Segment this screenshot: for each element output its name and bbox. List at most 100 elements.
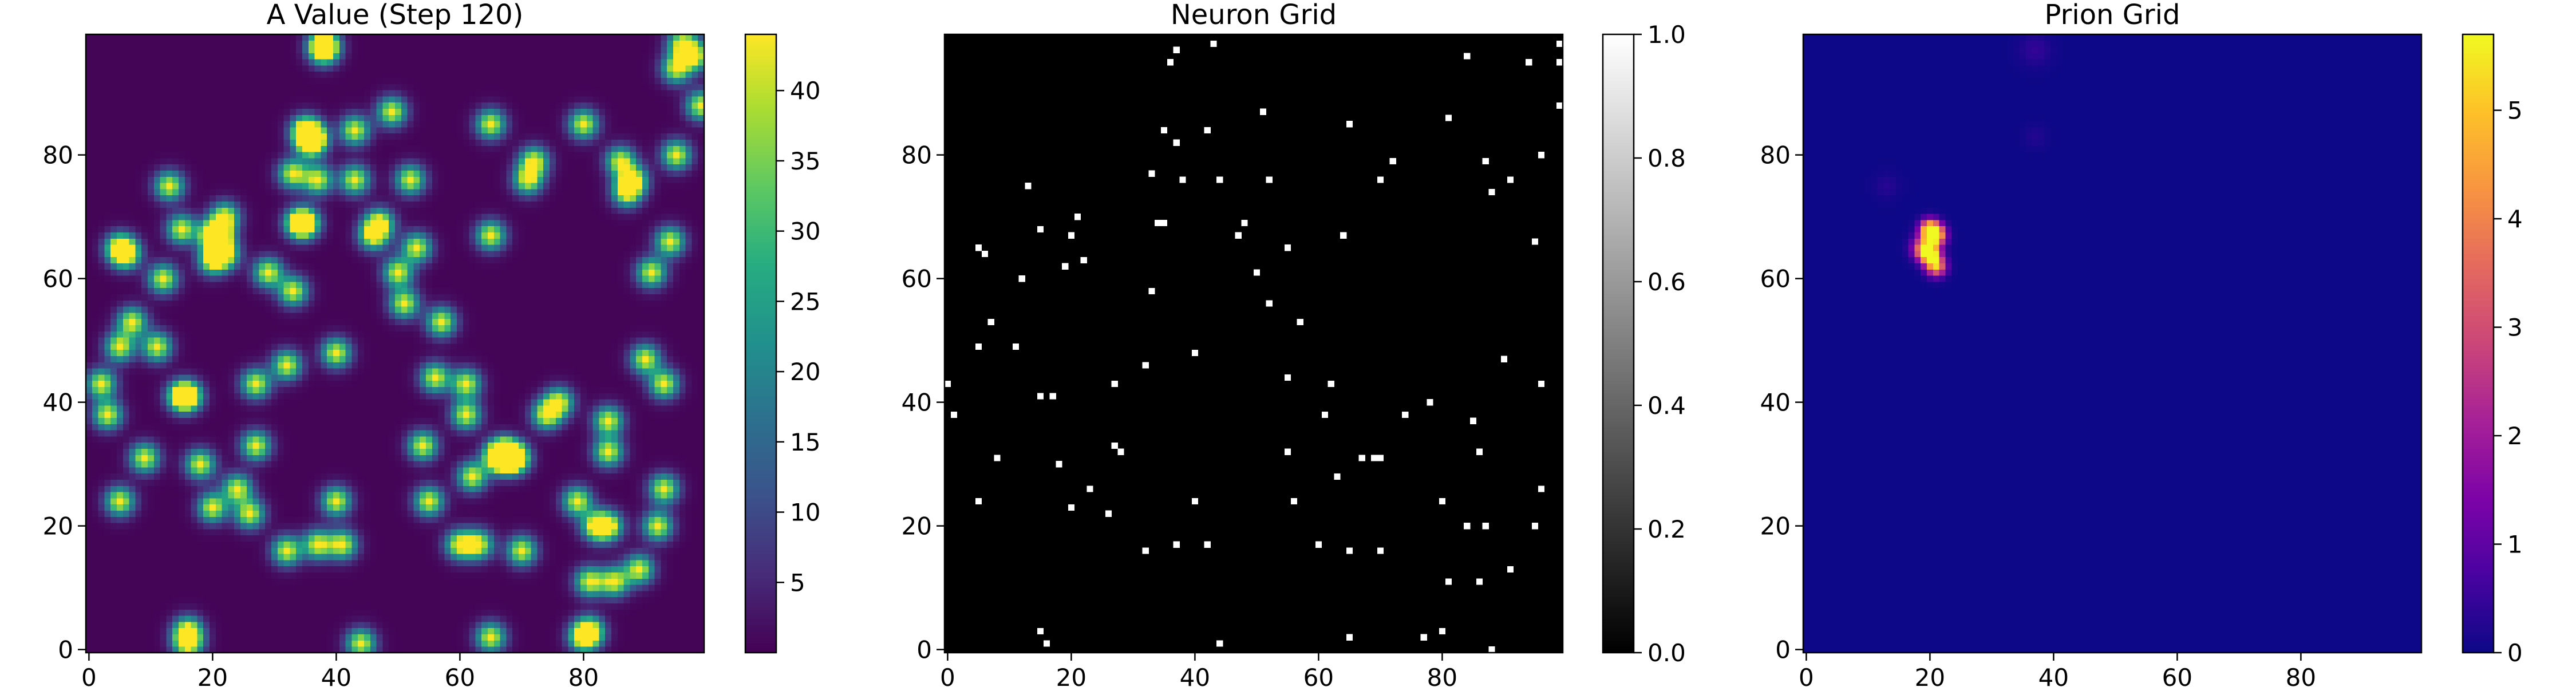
heatmap-cell xyxy=(382,516,389,523)
heatmap-cell xyxy=(692,399,698,406)
heatmap-cell xyxy=(599,393,606,400)
heatmap-cell xyxy=(203,405,210,412)
heatmap-cell xyxy=(129,535,136,542)
heatmap-cell xyxy=(537,479,544,486)
heatmap-cell xyxy=(432,455,438,461)
heatmap-cell xyxy=(438,566,445,572)
heatmap-cell xyxy=(98,356,105,362)
heatmap-cell xyxy=(630,634,637,641)
heatmap-cell xyxy=(679,510,686,517)
heatmap-cell xyxy=(283,374,290,381)
heatmap-cell xyxy=(654,386,661,393)
heatmap-cell xyxy=(234,349,241,356)
heatmap-cell xyxy=(246,405,253,412)
heatmap-cell xyxy=(469,640,476,647)
heatmap-cell xyxy=(290,393,297,400)
heatmap-cell xyxy=(259,386,266,393)
heatmap-cell xyxy=(481,529,488,536)
heatmap-cell xyxy=(277,467,284,474)
heatmap-cell xyxy=(148,516,155,523)
heatmap-cell xyxy=(308,646,315,653)
heatmap-cell xyxy=(252,541,259,548)
heatmap-cell xyxy=(290,479,297,486)
heatmap-cell xyxy=(166,516,173,523)
heatmap-cell xyxy=(160,560,167,567)
heatmap-cell xyxy=(617,411,624,418)
heatmap-cell xyxy=(314,485,321,492)
heatmap-cell xyxy=(550,362,556,369)
heatmap-cell xyxy=(661,609,667,616)
heatmap-cell xyxy=(568,349,575,356)
heatmap-cell xyxy=(197,467,204,474)
heatmap-cell xyxy=(339,615,346,622)
heatmap-cell xyxy=(222,448,228,455)
heatmap-cell xyxy=(636,448,643,455)
heatmap-cell xyxy=(197,479,204,486)
heatmap-cell xyxy=(191,417,197,424)
heatmap-cell xyxy=(698,504,705,511)
heatmap-cell xyxy=(265,578,272,585)
heatmap-cell xyxy=(654,455,661,461)
heatmap-cell xyxy=(92,405,98,412)
heatmap-cell xyxy=(537,597,544,603)
heatmap-cell xyxy=(488,646,495,653)
heatmap-cell xyxy=(339,405,346,412)
heatmap-cell xyxy=(345,362,352,369)
heatmap-cell xyxy=(550,448,556,455)
heatmap-cell xyxy=(172,368,179,375)
heatmap-cell xyxy=(648,523,655,530)
heatmap-cell xyxy=(605,585,612,591)
heatmap-cell xyxy=(148,448,155,455)
heatmap-cell xyxy=(252,504,259,511)
heatmap-cell xyxy=(296,461,303,468)
heatmap-cell xyxy=(395,448,402,455)
heatmap-cell xyxy=(339,622,346,629)
heatmap-cell xyxy=(519,541,526,548)
heatmap-cell xyxy=(488,417,495,424)
heatmap-cell xyxy=(92,492,98,499)
heatmap-cell xyxy=(457,535,464,542)
heatmap-cell xyxy=(172,622,179,629)
heatmap-cell xyxy=(698,646,705,653)
heatmap-cell xyxy=(481,603,488,610)
heatmap-cell xyxy=(271,585,278,591)
heatmap-cell xyxy=(389,473,396,480)
heatmap-cell xyxy=(228,627,235,634)
heatmap-cell xyxy=(500,634,507,641)
heatmap-cell xyxy=(519,362,526,369)
heatmap-cell xyxy=(302,417,309,424)
heatmap-cell xyxy=(98,541,105,548)
heatmap-cell xyxy=(623,461,630,468)
heatmap-cell xyxy=(166,424,173,431)
heatmap-cell xyxy=(432,399,438,406)
heatmap-cell xyxy=(550,603,556,610)
heatmap-cell xyxy=(475,572,482,579)
heatmap-cell xyxy=(389,615,396,622)
heatmap-cell xyxy=(364,455,371,461)
heatmap-cell xyxy=(104,572,111,579)
heatmap-cell xyxy=(426,349,433,356)
heatmap-cell xyxy=(228,504,235,511)
heatmap-cell xyxy=(630,578,637,585)
heatmap-cell xyxy=(197,374,204,381)
heatmap-cell xyxy=(153,436,160,443)
heatmap-cell xyxy=(290,492,297,499)
heatmap-cell xyxy=(172,374,179,381)
heatmap-cell xyxy=(283,430,290,437)
heatmap-cell xyxy=(481,349,488,356)
heatmap-cell xyxy=(283,572,290,579)
heatmap-cell xyxy=(451,591,457,598)
heatmap-cell xyxy=(692,467,698,474)
heatmap-cell xyxy=(271,368,278,375)
heatmap-cell xyxy=(555,523,562,530)
heatmap-cell xyxy=(426,504,433,511)
heatmap-cell xyxy=(277,380,284,387)
heatmap-cell xyxy=(271,362,278,369)
heatmap-cell xyxy=(364,473,371,480)
heatmap-cell xyxy=(240,473,247,480)
heatmap-cell xyxy=(252,455,259,461)
heatmap-cell xyxy=(475,646,482,653)
heatmap-cell xyxy=(184,473,191,480)
heatmap-cell xyxy=(345,554,352,560)
